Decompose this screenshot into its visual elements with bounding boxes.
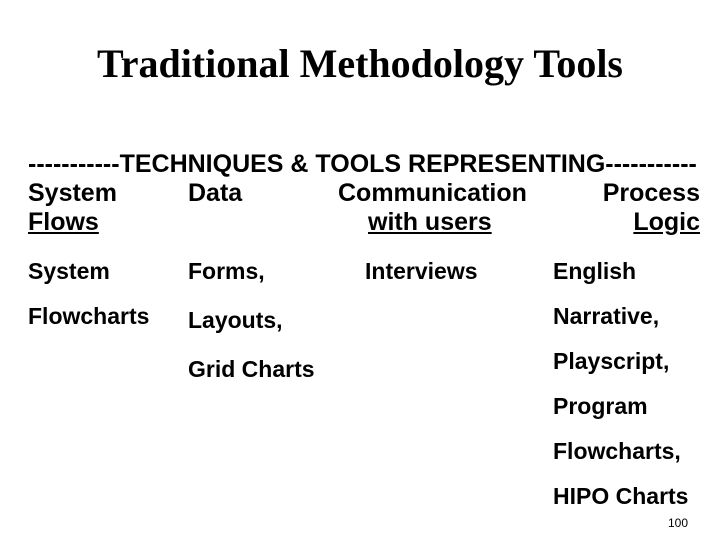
list-item: HIPO Charts — [553, 483, 720, 510]
header-process-2: Logic — [568, 208, 708, 237]
list-item: Flowcharts — [28, 303, 188, 330]
list-item: System — [28, 258, 188, 285]
list-item: Interviews — [343, 258, 553, 285]
header-communication-2: with users — [338, 208, 568, 237]
content-columns: System Flowcharts Forms, Layouts, Grid C… — [28, 258, 720, 510]
list-item: Program — [553, 393, 720, 420]
page-number: 100 — [668, 516, 688, 530]
list-item: Playscript, — [553, 348, 720, 375]
header-communication: Communication — [338, 179, 568, 208]
col-system-flows: System Flowcharts — [28, 258, 188, 510]
col-process-logic: English Narrative, Playscript, Program F… — [553, 258, 720, 510]
section-banner: -----------TECHNIQUES & TOOLS REPRESENTI… — [28, 150, 708, 236]
list-item: Flowcharts, — [553, 438, 720, 465]
list-item: English — [553, 258, 720, 285]
banner-line1: -----------TECHNIQUES & TOOLS REPRESENTI… — [28, 150, 708, 179]
list-item: Layouts, — [188, 307, 343, 334]
header-process: Process — [568, 179, 708, 208]
list-item: Forms, — [188, 258, 343, 285]
col-communication: Interviews — [343, 258, 553, 510]
banner-headers-row2: Flows . with users Logic — [28, 208, 708, 237]
col-data: Forms, Layouts, Grid Charts — [188, 258, 343, 510]
banner-headers-row1: System Data Communication Process — [28, 179, 708, 208]
list-item: Grid Charts — [188, 356, 343, 383]
header-system-2: Flows — [28, 208, 188, 237]
header-data: Data — [188, 179, 338, 208]
header-system: System — [28, 179, 188, 208]
list-item: Narrative, — [553, 303, 720, 330]
slide: Traditional Methodology Tools ----------… — [0, 0, 720, 540]
slide-title: Traditional Methodology Tools — [0, 40, 720, 87]
